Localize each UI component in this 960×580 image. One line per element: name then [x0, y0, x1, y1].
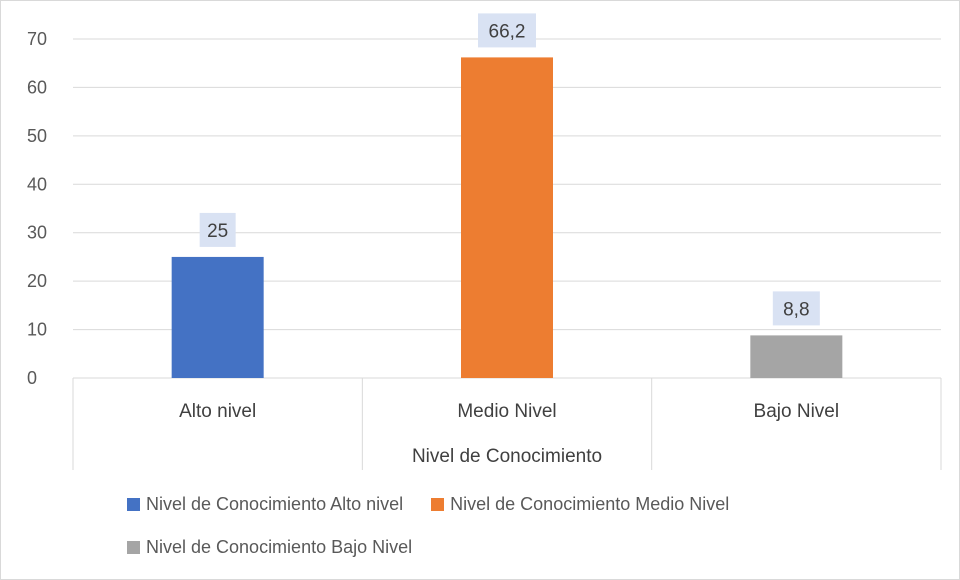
- y-tick-label: 10: [27, 320, 47, 340]
- y-tick-label: 40: [27, 174, 47, 194]
- y-tick-label: 0: [27, 368, 37, 388]
- category-labels: Alto nivel Medio Nivel Bajo Nivel: [179, 401, 839, 422]
- y-tick-label: 20: [27, 271, 47, 291]
- y-tick-label: 30: [27, 223, 47, 243]
- legend-label-bajo: Nivel de Conocimiento Bajo Nivel: [146, 536, 413, 557]
- data-label: 8,8: [783, 299, 809, 320]
- data-labels: 25 66,2 8,8: [199, 13, 820, 326]
- data-label-box: [478, 13, 536, 48]
- bar-0: [171, 256, 264, 378]
- bars: [171, 57, 843, 378]
- legend-item-medio: Nivel de Conocimiento Medio Nivel: [431, 494, 729, 515]
- data-label-box: [772, 291, 820, 326]
- y-tick-label: 60: [27, 77, 47, 97]
- legend-label-medio: Nivel de Conocimiento Medio Nivel: [450, 493, 730, 514]
- legend: Nivel de Conocimiento Alto nivel Nivel d…: [127, 491, 887, 577]
- legend-label-alto: Nivel de Conocimiento Alto nivel: [146, 493, 404, 514]
- legend-swatch-medio: [431, 497, 445, 511]
- legend-swatch-alto: [127, 497, 140, 511]
- legend-row-1: Nivel de Conocimiento Alto nivel Nivel d…: [127, 491, 887, 517]
- y-tick-label: 50: [27, 126, 47, 146]
- category-label: Alto nivel: [179, 401, 256, 422]
- category-label: Medio Nivel: [457, 401, 556, 422]
- bar-chart: 0 10 20 30 40 50 60 70 25 66,2 8,8 Alto nivel Medi…: [27, 13, 942, 470]
- bar-1: [461, 57, 553, 378]
- category-label: Bajo Nivel: [754, 401, 840, 422]
- axes: 0 10 20 30 40 50 60 70: [27, 29, 942, 470]
- legend-row-2: Nivel de Conocimiento Bajo Nivel: [127, 534, 887, 560]
- data-label: 66,2: [489, 21, 526, 42]
- legend-swatch-bajo: [127, 540, 140, 554]
- x-axis-title: Nivel de Conocimiento: [412, 446, 602, 467]
- data-label: 25: [207, 221, 228, 242]
- data-label-box: [199, 212, 236, 247]
- legend-item-bajo: Nivel de Conocimiento Bajo Nivel: [127, 537, 412, 558]
- y-tick-label: 70: [27, 29, 47, 49]
- bar-2: [750, 335, 843, 378]
- legend-item-alto: Nivel de Conocimiento Alto nivel: [127, 494, 403, 515]
